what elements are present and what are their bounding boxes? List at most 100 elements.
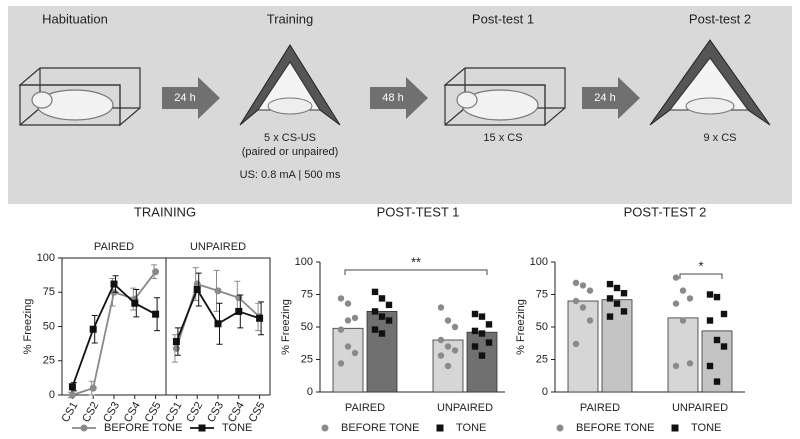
point (337, 360, 345, 367)
x-tick-label: CS3 (205, 400, 226, 425)
arrow (582, 77, 640, 119)
legend-label: BEFORE TONE (341, 422, 419, 434)
point (606, 313, 614, 320)
point (371, 288, 379, 296)
stage-note: 9 x CS (703, 132, 736, 144)
point (579, 282, 587, 289)
point (371, 326, 379, 333)
x-tick-label: CS5 (247, 400, 268, 425)
x-tick-label: CS2 (80, 400, 101, 425)
y-tick-label: 75 (536, 288, 548, 300)
point (444, 362, 452, 370)
point (586, 317, 594, 324)
point (485, 321, 493, 328)
y-tick-label: 100 (37, 252, 55, 264)
point (686, 360, 694, 367)
point (471, 310, 479, 318)
point (572, 297, 580, 305)
bar (366, 310, 398, 393)
x-tick-label: CS4 (122, 400, 143, 425)
arrow (370, 77, 428, 119)
x-tick-label: PAIRED (345, 402, 385, 414)
point (556, 424, 564, 432)
point (198, 424, 206, 432)
point (89, 325, 97, 333)
point (706, 291, 714, 298)
point (451, 347, 459, 354)
significance-bracket (344, 269, 488, 275)
point (586, 287, 594, 294)
stage-note: 5 x CS-US (264, 132, 316, 144)
point (351, 314, 359, 322)
point (713, 293, 721, 301)
point (193, 286, 201, 294)
y-tick-label: 0 (307, 386, 313, 398)
point (378, 295, 386, 302)
point (371, 308, 379, 315)
point (471, 327, 479, 335)
triangle-cage (239, 44, 341, 126)
point (172, 338, 180, 346)
legend-label: TONE (456, 422, 486, 434)
legend-label: BEFORE TONE (104, 422, 182, 434)
y-tick-label: 25 (43, 355, 55, 367)
point (256, 314, 264, 322)
box-cage (18, 67, 141, 127)
point (672, 300, 680, 307)
bar (567, 300, 599, 393)
chart-title: POST-TEST 1 (377, 204, 460, 219)
point (172, 344, 180, 352)
series-line (175, 287, 260, 342)
panel-title: PAIRED (94, 241, 134, 253)
point (671, 424, 679, 432)
point (437, 352, 445, 359)
point (620, 290, 628, 297)
y-tick-label: 50 (536, 321, 548, 333)
triangle-cage (649, 39, 771, 126)
arrow-label: 24 h (594, 92, 615, 104)
arrow-label: 24 h (174, 92, 195, 104)
stage-note: (paired or unpaired) (242, 146, 339, 158)
point (321, 424, 329, 432)
point (378, 330, 386, 337)
y-tick-label: 100 (295, 256, 313, 268)
point (572, 340, 580, 348)
point (344, 317, 352, 324)
point (451, 323, 459, 331)
point (679, 287, 687, 294)
y-axis-label: % Freezing (515, 299, 527, 355)
stage-title: Training (267, 11, 313, 26)
x-tick-label: UNPAIRED (437, 402, 493, 414)
point (613, 284, 621, 292)
point (620, 308, 628, 315)
stage-title: Post-test 1 (472, 11, 534, 26)
point (337, 295, 345, 302)
x-tick-label: PAIRED (580, 402, 620, 414)
point (706, 362, 714, 370)
y-tick-label: 25 (301, 353, 313, 365)
point (679, 317, 687, 324)
point (713, 378, 721, 385)
y-tick-label: 0 (49, 389, 55, 401)
point (152, 268, 160, 276)
point (606, 280, 614, 288)
significance-bracket (679, 273, 723, 279)
point (131, 299, 139, 307)
point (672, 274, 680, 281)
bar (466, 331, 498, 393)
y-tick-label: 50 (43, 320, 55, 332)
x-tick-label: CS1 (59, 400, 80, 425)
legend-label: TONE (691, 422, 721, 434)
arrow (162, 77, 220, 119)
point (606, 295, 614, 302)
arrow-label: 48 h (382, 92, 403, 104)
point (436, 424, 444, 432)
point (214, 287, 222, 295)
bar (667, 317, 699, 393)
y-tick-label: 75 (43, 286, 55, 298)
point (68, 391, 76, 399)
point (444, 317, 452, 324)
stage-note: 15 x CS (483, 132, 522, 144)
legend-label: TONE (222, 422, 252, 434)
point (672, 362, 680, 370)
